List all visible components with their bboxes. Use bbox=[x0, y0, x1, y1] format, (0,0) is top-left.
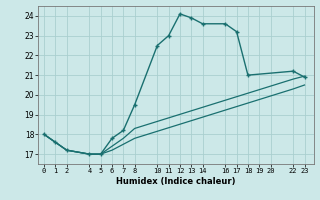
X-axis label: Humidex (Indice chaleur): Humidex (Indice chaleur) bbox=[116, 177, 236, 186]
